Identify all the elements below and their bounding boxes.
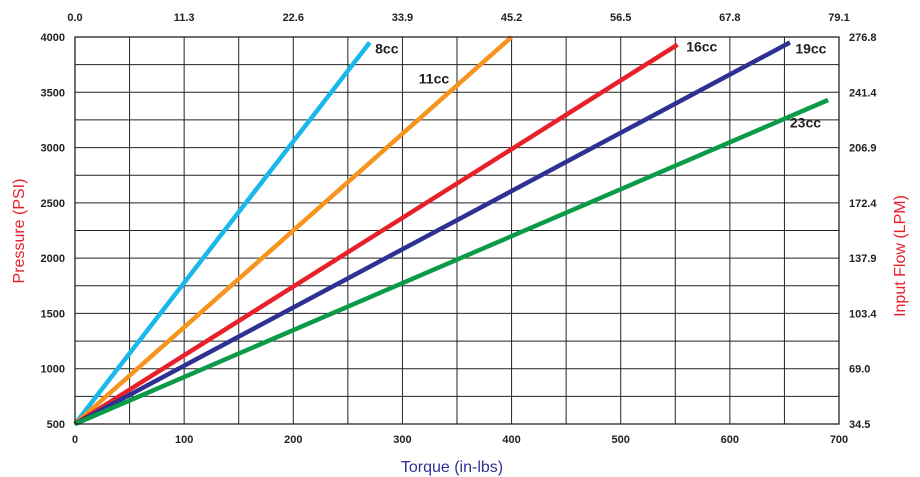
series-line-19cc: [73, 40, 791, 426]
plot-frame: [74, 36, 840, 425]
x-tick-label: 0: [72, 434, 78, 446]
y-tick-label: 4000: [41, 32, 65, 44]
series-line-23cc: [74, 97, 829, 427]
y-tick-label: 2500: [41, 198, 65, 210]
y-tick-label: 1500: [41, 308, 65, 320]
series-label-23cc: 23cc: [790, 115, 821, 131]
x-tick-label: 100: [175, 434, 193, 446]
y2-tick-label: 137.9: [849, 253, 877, 265]
y-axis-title: Pressure (PSI): [11, 179, 28, 284]
series-labels: 8cc 11cc 16cc 19cc 23cc: [375, 38, 827, 130]
y2-tick-label: 206.9: [849, 143, 877, 155]
y2-tick-label: 276.8: [849, 32, 877, 44]
x-tick-label: 500: [612, 434, 630, 446]
y2-tick-label: 241.4: [849, 87, 877, 99]
y2-tick-label: 69.0: [849, 364, 870, 376]
x2-tick-label: 56.5: [610, 12, 631, 24]
x2-tick-label: 45.2: [501, 12, 522, 24]
x-tick-label: 300: [393, 434, 411, 446]
series-label-19cc: 19cc: [795, 41, 826, 57]
series-line-11cc: [73, 35, 514, 426]
x2-tick-label: 67.8: [719, 12, 740, 24]
y2-tick-label: 103.4: [849, 308, 877, 320]
grid: [74, 36, 840, 425]
x-axis-title: Torque (in-lbs): [401, 459, 503, 476]
series-label-11cc: 11cc: [419, 70, 450, 86]
x-tick-label: 200: [284, 434, 302, 446]
x2-tick-label: 79.1: [828, 12, 849, 24]
series-label-16cc: 16cc: [686, 38, 717, 54]
x2-tick-label: 33.9: [392, 12, 413, 24]
x-tick-label: 700: [830, 434, 848, 446]
y2-axis-title: Input Flow (LPM): [892, 195, 909, 317]
y-tick-label: 3500: [41, 87, 65, 99]
axes: 0 100 200 300 400 500 600 700 0.0 11.3 22.6 33.9 45.…: [41, 12, 878, 446]
x2-tick-label: 22.6: [283, 12, 304, 24]
series-line-16cc: [73, 42, 679, 426]
y-tick-label: 2000: [41, 253, 65, 265]
x-tick-label: 600: [721, 434, 739, 446]
y-tick-label: 3000: [41, 143, 65, 155]
series-label-8cc: 8cc: [375, 41, 399, 57]
series-lines: [73, 35, 829, 427]
y-tick-label: 500: [47, 419, 65, 431]
y2-tick-label: 34.5: [849, 419, 870, 431]
y2-tick-label: 172.4: [849, 198, 877, 210]
series-line-8cc: [73, 41, 372, 426]
y-tick-label: 1000: [41, 364, 65, 376]
x2-tick-label: 0.0: [67, 12, 82, 24]
x-tick-label: 400: [502, 434, 520, 446]
x2-tick-label: 11.3: [174, 12, 195, 24]
